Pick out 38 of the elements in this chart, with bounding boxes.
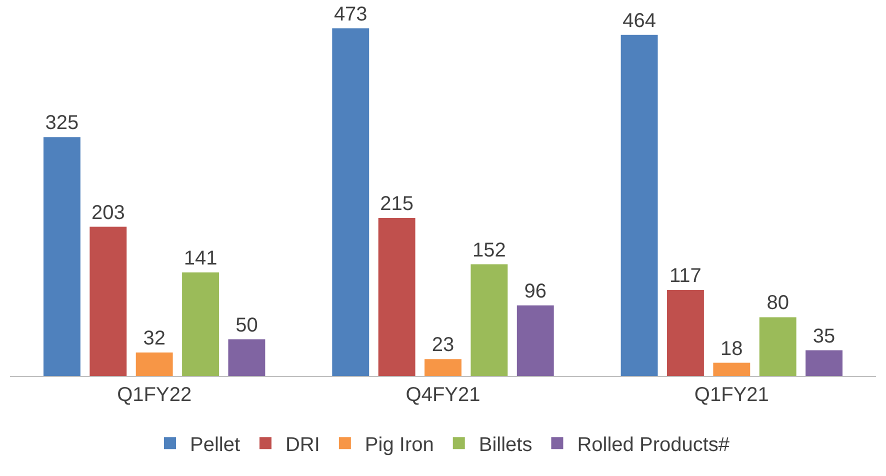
legend-label: DRI <box>285 434 320 456</box>
legend-label: Pig Iron <box>364 434 434 456</box>
bar <box>470 264 508 376</box>
bar <box>806 350 843 376</box>
bar <box>90 226 127 376</box>
bar <box>620 34 658 376</box>
data-label: 464 <box>622 10 656 32</box>
data-label: 152 <box>472 239 506 262</box>
data-label: 80 <box>766 292 789 314</box>
data-label: 32 <box>143 327 166 350</box>
legend-label: Pellet <box>190 434 240 456</box>
bar <box>713 362 750 376</box>
x-tick-label: Q4FY21 <box>406 384 480 406</box>
data-label: 18 <box>720 338 743 360</box>
bar <box>424 359 462 376</box>
data-label: 215 <box>380 192 414 215</box>
bar <box>516 305 554 376</box>
bar <box>759 317 796 376</box>
data-label: 203 <box>91 202 125 224</box>
bar <box>228 339 266 376</box>
x-tick-label: Q1FY21 <box>694 384 769 406</box>
data-label: 23 <box>432 334 454 356</box>
bar <box>378 218 416 376</box>
data-label: 96 <box>524 280 546 302</box>
data-label: 473 <box>334 3 368 26</box>
data-label: 141 <box>184 247 218 270</box>
bar <box>332 28 370 376</box>
legend-label: Rolled Products# <box>577 434 730 456</box>
bar <box>182 272 219 376</box>
legend-label: Billets <box>478 434 532 456</box>
data-label: 117 <box>670 264 702 287</box>
data-label: 35 <box>812 325 836 348</box>
x-tick-label: Q1FY22 <box>117 384 192 406</box>
data-label: 325 <box>45 112 79 134</box>
bar <box>136 352 173 376</box>
bar <box>667 290 704 376</box>
bar <box>43 137 80 376</box>
data-label: 50 <box>236 314 258 336</box>
